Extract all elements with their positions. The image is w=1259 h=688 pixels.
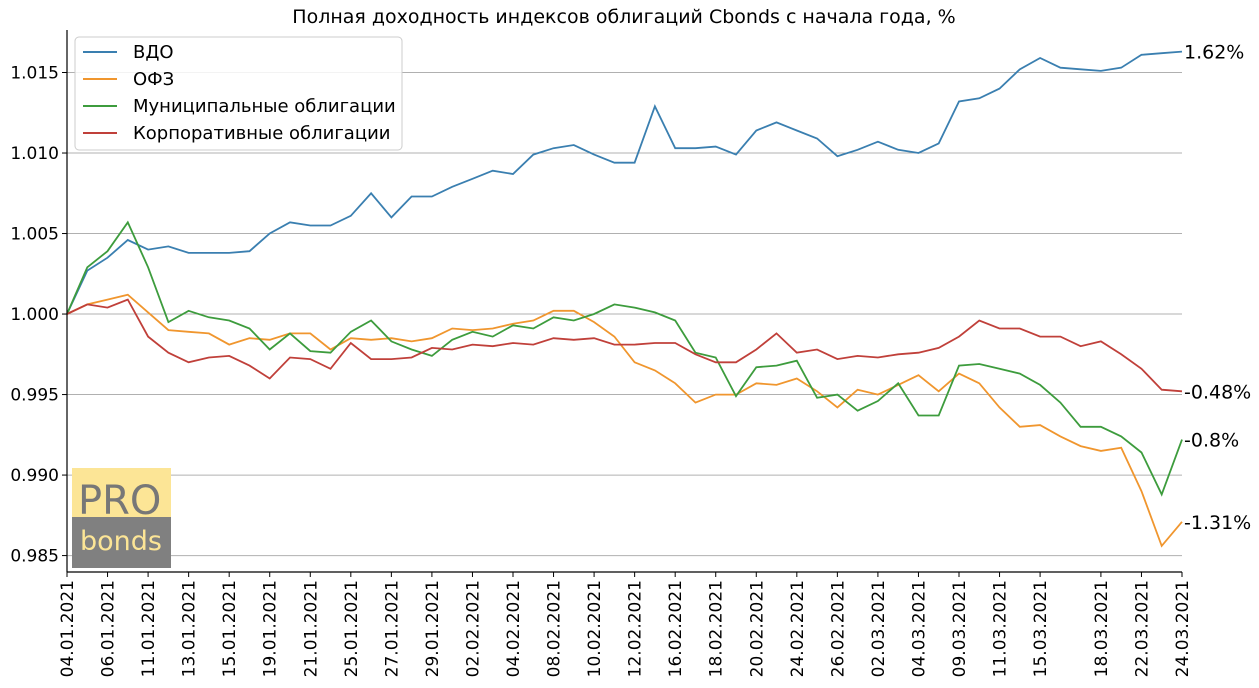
x-tick-label: 24.03.2021 [1173,580,1193,677]
x-tick-label: 04.03.2021 [909,580,929,677]
x-tick-label: 25.01.2021 [342,580,362,677]
y-tick-label: 1.005 [10,225,59,245]
x-tick-label: 18.03.2021 [1092,580,1112,677]
y-tick-label: 1.010 [10,144,59,164]
x-tick-label: 20.02.2021 [747,580,767,677]
x-tick-label: 02.03.2021 [869,580,889,677]
y-tick-label: 0.985 [10,547,59,567]
x-tick-label: 11.03.2021 [991,580,1011,677]
x-tick-label: 15.01.2021 [220,580,240,677]
series-line-2 [66,220,1183,497]
y-tick-label: 0.990 [10,466,59,486]
legend-label: Корпоративные облигации [133,123,390,144]
x-tick-label: 10.02.2021 [585,580,605,677]
y-tick-label: 1.015 [10,64,59,84]
x-tick-label: 12.02.2021 [626,580,646,677]
x-tick-label: 21.01.2021 [301,580,321,677]
legend-label: ОФЗ [133,69,174,90]
probonds-logo: PRO bonds [72,468,171,568]
x-tick-label: 15.03.2021 [1031,580,1051,677]
x-tick-label: 22.03.2021 [1132,580,1152,677]
legend-label: ВДО [133,42,174,63]
series-line-0 [66,50,1183,315]
y-tick-label: 1.000 [10,305,59,325]
x-tick-label: 24.02.2021 [788,580,808,677]
logo-top-block [72,468,171,518]
end-value-label: -0.8% [1184,430,1239,452]
x-tick-label: 16.02.2021 [666,580,686,677]
x-tick-label: 06.01.2021 [99,580,119,677]
end-value-label: -0.48% [1184,381,1251,403]
x-tick-label: 09.03.2021 [950,580,970,677]
legend-box [74,36,403,151]
x-tick-label: 13.01.2021 [180,580,200,677]
end-value-label: 1.62% [1184,42,1244,64]
legend-label: Муниципальные облигации [133,96,396,117]
series-line-3 [66,298,1183,393]
logo-bottom-block [72,517,171,568]
logo-pro-text: PRO [78,478,161,524]
x-tick-label: 27.01.2021 [382,580,402,677]
x-tick-label: 11.01.2021 [139,580,159,677]
logo-bonds-text: bonds [80,526,162,557]
x-tick-label: 19.01.2021 [261,580,281,677]
x-tick-label: 08.02.2021 [545,580,565,677]
end-labels: 1.62% -1.31% -0.8% -0.48% [1184,42,1251,534]
y-tick-label: 0.995 [10,386,59,406]
x-tick-label: 18.02.2021 [707,580,727,677]
x-tick-label: 04.01.2021 [58,580,78,677]
chart-title: Полная доходность индексов облигаций Cbo… [292,6,955,28]
x-tick-label: 02.02.2021 [463,580,483,677]
x-tick-label: 04.02.2021 [504,580,524,677]
y-axis: 0.985 0.990 0.995 1.000 1.005 1.010 1.015 [10,64,67,567]
x-tick-label: 29.01.2021 [423,580,443,677]
end-value-label: -1.31% [1184,512,1251,534]
x-tick-label: 26.02.2021 [828,580,848,677]
series-line-1 [66,293,1183,548]
x-axis: 04.01.2021 06.01.2021 11.01.2021 13.01.2021… [58,572,1193,677]
legend: ВДО ОФЗ Муниципальные облигации Корпоративн… [74,36,403,151]
series-lines [66,50,1183,548]
